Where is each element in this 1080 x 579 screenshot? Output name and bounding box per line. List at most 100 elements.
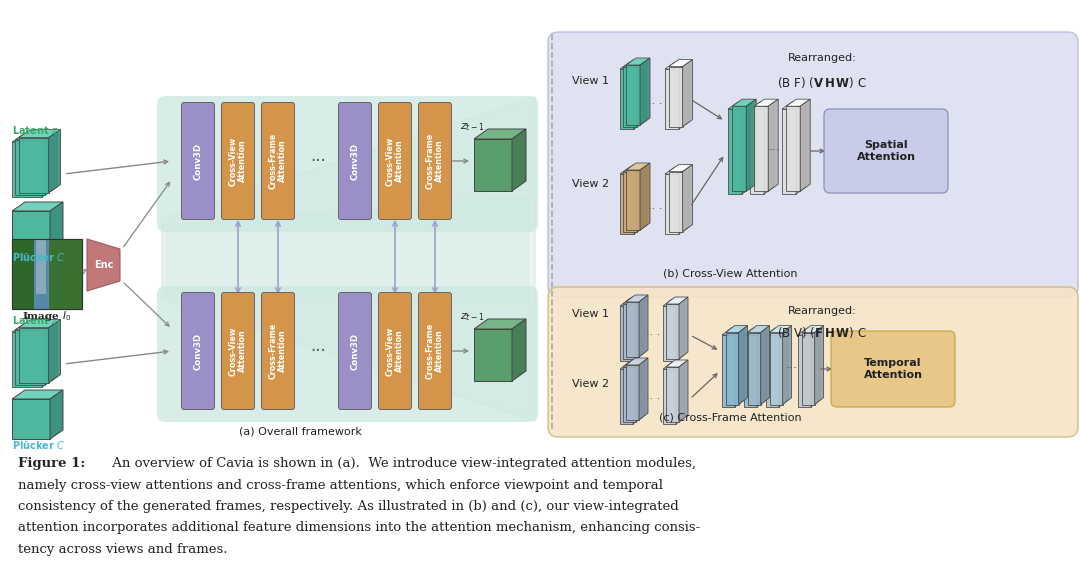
FancyBboxPatch shape (261, 102, 295, 219)
Polygon shape (15, 322, 57, 330)
Polygon shape (620, 69, 634, 129)
Polygon shape (626, 58, 650, 65)
Polygon shape (474, 319, 526, 329)
Text: Plücker $C$: Plücker $C$ (12, 251, 65, 263)
Polygon shape (626, 302, 639, 357)
Polygon shape (636, 297, 645, 359)
Polygon shape (726, 332, 739, 405)
Polygon shape (676, 299, 685, 361)
FancyBboxPatch shape (221, 292, 255, 409)
Polygon shape (42, 134, 54, 197)
Text: (a) Overall framework: (a) Overall framework (239, 426, 362, 436)
FancyBboxPatch shape (824, 109, 948, 193)
Polygon shape (663, 369, 676, 424)
Polygon shape (766, 328, 788, 335)
Text: tency across views and frames.: tency across views and frames. (18, 543, 228, 556)
Polygon shape (12, 134, 54, 142)
Text: Rearranged:: Rearranged: (787, 53, 856, 63)
FancyBboxPatch shape (181, 292, 215, 409)
Polygon shape (663, 299, 685, 306)
Text: consistency of the generated frames, respectively. As illustrated in (b) and (c): consistency of the generated frames, res… (18, 500, 678, 513)
Polygon shape (620, 369, 633, 424)
Polygon shape (45, 322, 57, 385)
Polygon shape (42, 324, 54, 387)
Polygon shape (750, 102, 774, 109)
Polygon shape (49, 320, 60, 383)
Text: ·· ·: ·· · (648, 204, 662, 214)
Polygon shape (623, 172, 637, 232)
Polygon shape (801, 325, 824, 332)
Polygon shape (779, 328, 788, 407)
Text: Cross-View
Attention: Cross-View Attention (386, 137, 404, 186)
Polygon shape (45, 132, 57, 195)
Polygon shape (665, 174, 679, 234)
Polygon shape (747, 332, 760, 405)
FancyBboxPatch shape (418, 292, 451, 409)
Bar (12, 239, 82, 309)
Text: $z_{t-1}$: $z_{t-1}$ (460, 311, 484, 323)
Polygon shape (50, 202, 63, 251)
Text: namely cross-view attentions and cross-frame attentions, which enforce viewpoint: namely cross-view attentions and cross-f… (18, 478, 663, 492)
Polygon shape (679, 360, 688, 422)
FancyBboxPatch shape (831, 331, 955, 407)
Text: View 2: View 2 (572, 179, 609, 189)
Polygon shape (728, 109, 742, 194)
FancyBboxPatch shape (157, 96, 538, 232)
Polygon shape (669, 164, 692, 171)
Bar (33, 239, 49, 309)
Polygon shape (637, 165, 647, 232)
Polygon shape (665, 62, 689, 69)
Text: Cross-Frame
Attention: Cross-Frame Attention (426, 133, 444, 189)
Polygon shape (782, 109, 796, 194)
Text: Enc: Enc (94, 260, 113, 270)
Polygon shape (49, 130, 60, 193)
Polygon shape (623, 165, 647, 172)
Polygon shape (744, 328, 766, 335)
Text: An overview of Cavia is shown in (a).  We introduce view-integrated attention mo: An overview of Cavia is shown in (a). We… (108, 457, 696, 470)
Polygon shape (623, 304, 636, 359)
Polygon shape (800, 99, 810, 191)
Polygon shape (626, 365, 639, 420)
Polygon shape (626, 358, 648, 365)
Bar (12, 239, 33, 309)
Polygon shape (623, 367, 636, 422)
Polygon shape (669, 67, 683, 127)
Polygon shape (474, 139, 512, 191)
Polygon shape (742, 102, 752, 194)
Text: $z_{t-1}$: $z_{t-1}$ (460, 121, 484, 133)
Text: Cross-View
Attention: Cross-View Attention (386, 327, 404, 376)
Polygon shape (12, 399, 50, 439)
Polygon shape (811, 328, 820, 407)
Polygon shape (764, 102, 774, 194)
Text: View 1: View 1 (572, 76, 609, 86)
FancyBboxPatch shape (221, 102, 255, 219)
Polygon shape (12, 324, 54, 332)
Text: (B F) ($\mathbf{V}\,\mathbf{H}\,\mathbf{W}$) C: (B F) ($\mathbf{V}\,\mathbf{H}\,\mathbf{… (778, 75, 867, 90)
Polygon shape (723, 328, 744, 335)
Polygon shape (634, 62, 644, 129)
FancyBboxPatch shape (157, 286, 538, 422)
Polygon shape (626, 163, 650, 170)
Polygon shape (620, 299, 642, 306)
Polygon shape (15, 330, 45, 385)
Polygon shape (626, 170, 640, 230)
Polygon shape (640, 58, 650, 125)
Polygon shape (728, 102, 752, 109)
FancyBboxPatch shape (338, 102, 372, 219)
Text: Conv3D: Conv3D (193, 142, 203, 179)
Polygon shape (665, 69, 679, 129)
Polygon shape (814, 325, 824, 405)
FancyBboxPatch shape (548, 32, 1078, 297)
Text: Latent $z_t$: Latent $z_t$ (12, 314, 62, 328)
Text: (c) Cross-Frame Attention: (c) Cross-Frame Attention (659, 413, 801, 423)
Text: Cross-Frame
Attention: Cross-Frame Attention (269, 133, 287, 189)
Text: Temporal
Attention: Temporal Attention (864, 358, 922, 380)
Polygon shape (747, 325, 770, 332)
Text: Plücker $C$: Plücker $C$ (12, 439, 65, 451)
Polygon shape (766, 335, 779, 407)
Polygon shape (165, 194, 530, 304)
Text: Latent $z_t$: Latent $z_t$ (12, 124, 62, 138)
Polygon shape (744, 335, 757, 407)
Polygon shape (623, 297, 645, 304)
Text: Cross-Frame
Attention: Cross-Frame Attention (269, 323, 287, 379)
